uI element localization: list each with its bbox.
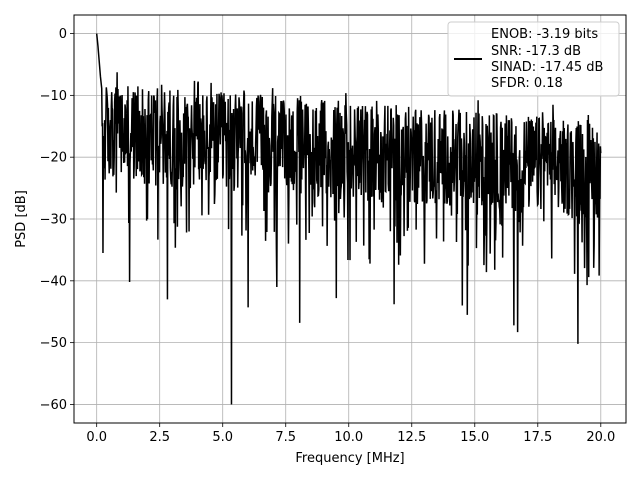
series-layer	[95, 33, 602, 405]
x-tick-label: 2.5	[149, 430, 170, 445]
x-tick-label: 17.5	[523, 430, 552, 445]
legend-box	[447, 21, 620, 97]
y-axis-ticks: 0 −10 −20 −30 −40 −50 −60	[40, 27, 74, 413]
x-tick-label: 7.5	[275, 430, 296, 445]
y-tick-label: −20	[40, 151, 67, 166]
legend-line-sfdr: SFDR: 0.18	[491, 76, 563, 91]
y-tick-label: 0	[59, 27, 67, 42]
x-tick-label: 12.5	[397, 430, 426, 445]
y-tick-label: −60	[40, 398, 67, 413]
x-tick-label: 20.0	[586, 430, 615, 445]
y-tick-label: −50	[40, 336, 67, 351]
psd-series-line	[95, 33, 602, 405]
x-tick-label: 5.0	[212, 430, 233, 445]
y-tick-label: −30	[40, 213, 67, 228]
x-axis-label: Frequency [MHz]	[295, 451, 404, 466]
y-tick-label: −40	[40, 274, 67, 289]
x-tick-label: 0.0	[86, 430, 107, 445]
legend: ENOB: -3.19 bits SNR: -17.3 dB SINAD: -1…	[447, 21, 620, 97]
x-tick-label: 15.0	[460, 430, 489, 445]
y-tick-label: −10	[40, 89, 67, 104]
x-tick-label: 10.0	[334, 430, 363, 445]
x-axis-ticks: 0.0 2.5 5.0 7.5 10.0 12.5 15.0 17.5 20.0	[86, 423, 615, 445]
legend-line-enob: ENOB: -3.19 bits	[491, 27, 598, 42]
legend-line-snr: SNR: -17.3 dB	[491, 44, 581, 59]
y-axis-label: PSD [dB]	[14, 190, 29, 248]
legend-line-sinad: SINAD: -17.45 dB	[491, 60, 603, 75]
